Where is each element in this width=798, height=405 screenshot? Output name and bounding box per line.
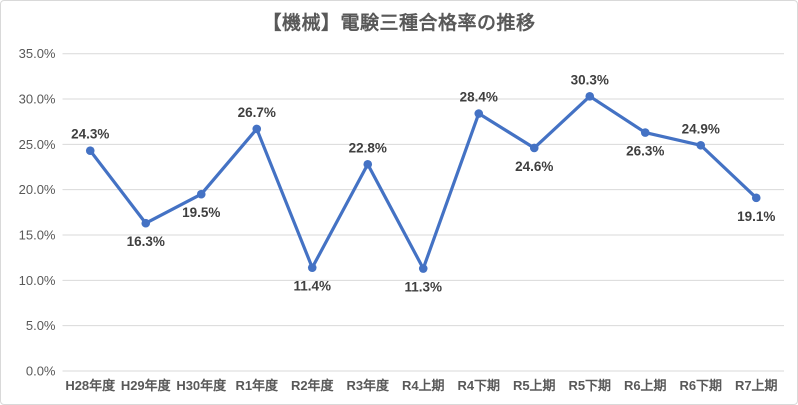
data-label: 11.4% bbox=[293, 279, 331, 294]
y-axis-tick-label: 25.0% bbox=[19, 137, 56, 152]
data-point-marker bbox=[85, 146, 95, 156]
x-axis-tick-label: H29年度 bbox=[121, 378, 172, 393]
data-point-marker bbox=[751, 193, 761, 203]
x-axis-tick-label: R6上期 bbox=[624, 378, 667, 393]
data-label: 19.1% bbox=[737, 209, 775, 224]
data-point-marker bbox=[529, 143, 539, 153]
data-point-marker bbox=[696, 140, 706, 150]
data-label: 24.9% bbox=[682, 121, 720, 136]
data-point-marker bbox=[474, 109, 484, 118]
x-axis-tick-label: R5上期 bbox=[513, 378, 556, 393]
x-axis-tick-label: R1年度 bbox=[235, 378, 279, 393]
data-label: 24.6% bbox=[515, 159, 553, 174]
data-label: 30.3% bbox=[571, 72, 609, 87]
x-axis-tick-label: R6下期 bbox=[679, 378, 722, 393]
x-axis-tick-label: R4下期 bbox=[457, 378, 500, 393]
data-point-marker bbox=[585, 92, 595, 101]
y-axis-tick-label: 10.0% bbox=[19, 273, 56, 288]
data-label: 19.5% bbox=[182, 205, 220, 220]
y-axis-tick-label: 20.0% bbox=[19, 182, 56, 197]
x-axis-tick-label: R3年度 bbox=[346, 378, 390, 393]
y-axis-tick-label: 5.0% bbox=[26, 318, 56, 333]
y-axis-tick-label: 35.0% bbox=[19, 46, 56, 61]
x-axis-tick-label: R2年度 bbox=[291, 378, 335, 393]
data-label: 11.3% bbox=[404, 280, 442, 295]
data-point-marker bbox=[307, 263, 317, 272]
x-axis-tick-label: H28年度 bbox=[65, 378, 116, 393]
data-label: 26.3% bbox=[626, 144, 664, 159]
data-point-marker bbox=[252, 124, 262, 134]
data-point-marker bbox=[418, 264, 428, 273]
x-axis-tick-label: R7上期 bbox=[735, 378, 778, 393]
x-axis-tick-label: R4上期 bbox=[402, 378, 445, 393]
y-axis-tick-label: 30.0% bbox=[19, 92, 56, 107]
x-axis-tick-label: R5下期 bbox=[568, 378, 611, 393]
y-axis-tick-label: 15.0% bbox=[19, 228, 56, 243]
data-label: 16.3% bbox=[127, 234, 165, 249]
y-axis-tick-label: 0.0% bbox=[26, 364, 56, 379]
data-point-marker bbox=[141, 218, 151, 228]
data-label: 26.7% bbox=[238, 105, 276, 120]
data-label: 28.4% bbox=[460, 90, 498, 105]
data-point-marker bbox=[640, 128, 650, 137]
data-label: 24.3% bbox=[71, 127, 109, 142]
data-point-marker bbox=[196, 189, 206, 199]
x-axis-tick-label: H30年度 bbox=[176, 378, 227, 393]
data-point-marker bbox=[363, 160, 373, 169]
series-line bbox=[88, 94, 758, 271]
chart-title: 【機械】電験三種合格率の推移 bbox=[262, 13, 536, 34]
data-label: 22.8% bbox=[349, 140, 387, 155]
